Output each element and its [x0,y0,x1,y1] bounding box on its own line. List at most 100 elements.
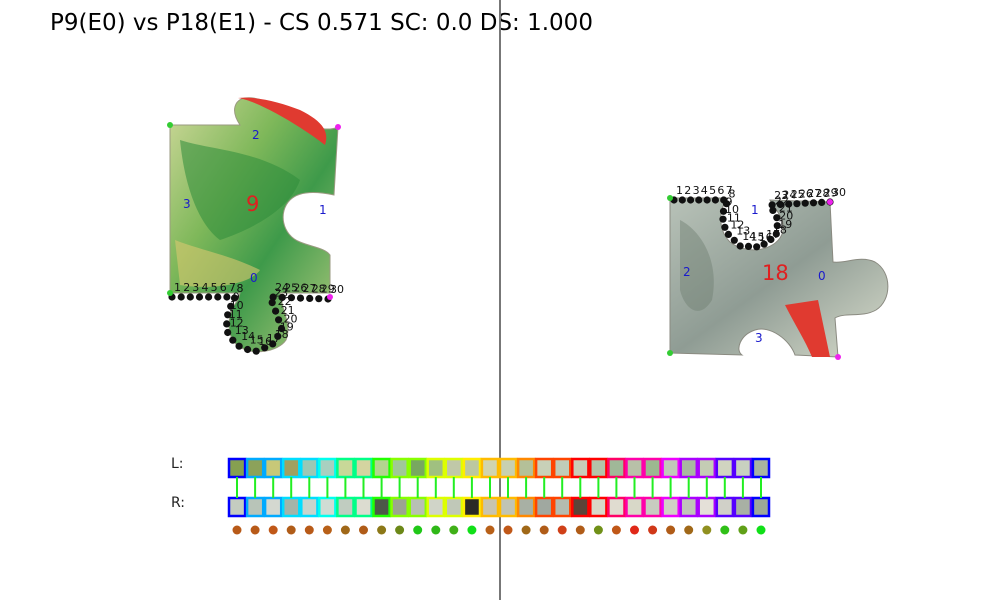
left-contour-point [227,302,235,310]
right-contour-point-label: 19 [778,218,792,231]
left-contour-point [177,293,185,301]
right-contour-point-label: 28 [816,187,830,200]
left-contour-point-label: 5 [211,281,218,294]
right-contour-point-label: 11 [727,211,741,224]
left-contour-point [186,293,194,301]
left-contour-point-label: 24 [275,281,289,294]
strip-left-cell [516,457,536,479]
left-contour-points: 1 2 3 4 5 6 7 891011121314151617181920212223242… [168,281,344,355]
right-contour-point [687,196,695,204]
left-contour-point [205,293,213,301]
left-piece-forest [180,140,300,240]
right-contour-point-label: 30 [832,186,846,199]
right-contour-point [772,230,780,238]
strip-left-cell [426,457,446,479]
right-contour-point [801,199,809,207]
right-contour-point [695,196,703,204]
right-contour-point [773,214,781,222]
strip-right-cell [679,496,699,518]
left-contour-point [274,332,282,340]
left-contour-point [214,293,222,301]
strip-left-cell [281,457,301,479]
left-contour-point [252,347,260,355]
left-corner-tr [335,124,341,130]
left-contour-point [230,294,239,302]
right-contour-point [719,207,728,215]
strip-right-cell [733,496,753,518]
strip-right-cell [571,496,590,518]
right-contour-point-label: 29 [824,186,838,199]
left-contour-point [229,336,237,344]
right-contour-point-label: 9 [726,195,733,208]
color-comparison: L: R: [171,456,771,535]
right-contour-point [724,230,733,238]
right-contour-point-label: 23 [774,189,788,202]
left-contour-point-label: 25 [284,281,298,294]
left-corner-br [327,294,333,300]
strip-right-cell [263,496,283,518]
left-contour-point-label: 6 [220,281,227,294]
left-contour-point-label: 16 [258,335,272,348]
left-contour-point-label: 1 [174,281,181,294]
right-contour-point [678,196,686,204]
left-contour-point [296,294,305,302]
strip-left-cell [480,457,500,479]
right-contour-point-label: 27 [807,187,821,200]
right-contour-point [730,236,738,244]
strip-left-cell [462,457,482,479]
left-edge-label-2: 2 [252,128,260,142]
strip-score-dot [756,525,766,535]
left-contour-point [277,324,286,333]
strip-left-cell [390,457,409,479]
right-contour-point [719,215,727,223]
right-corner-tl [667,195,673,201]
left-contour-point-label: 9 [233,290,240,303]
strip-score-dot [503,525,513,535]
right-piece: 1234567891011121314151617181920212223242… [667,184,889,360]
strip-right-cell [661,496,680,518]
left-edge-label-0: 0 [250,271,258,285]
right-edge-label-0: 0 [818,269,826,283]
strip-right-cell [751,496,771,518]
strip-score-dot [485,525,495,535]
strip-score-dot [268,525,278,535]
strip-score-dot [340,525,350,535]
left-contour-point [269,293,277,301]
right-contour-point-label: 20 [779,210,793,223]
right-contour-point-label: 12 [730,218,744,231]
strip-score-dot [521,525,531,535]
left-contour-point-label: 8 [237,282,244,295]
left-contour-point-label: 29 [321,283,335,296]
right-contour-point [773,222,781,230]
right-corner-tr [827,199,833,205]
left-contour-point-label: 21 [281,304,295,317]
right-contour-point-label: 4 [701,184,708,197]
right-corner-bl [667,350,673,356]
strip-right-cell [715,496,735,518]
left-contour-point-label: 13 [235,324,249,337]
left-edge-label-1: 1 [319,203,327,217]
strip-left-cell [607,457,626,479]
strip-left-cell [697,457,717,479]
strip-score-dot [322,525,332,535]
right-edge-label-2: 2 [683,265,691,279]
right-corner-br [835,354,841,360]
left-piece-id: 9 [246,192,259,216]
left-contour-point-label: 11 [229,308,243,321]
strip-right-cell [462,496,482,518]
strip-score-dot [738,525,748,535]
left-contour-point [223,293,231,301]
strip-left-label: L: [171,456,184,472]
strip-score-dot [684,525,694,535]
strip-score-dot [304,525,314,535]
strip-left-cell [318,457,337,479]
left-contour-point [268,299,276,307]
strip-score-dot [359,525,368,535]
strip-right-cell [534,496,554,518]
left-contour-point-label: 12 [230,317,244,330]
strip-score-dot [232,525,242,535]
right-contour-point [785,200,793,208]
strip-score-dots [232,525,766,535]
strip-right-cell [552,496,572,518]
strip-right-cell [227,496,247,518]
